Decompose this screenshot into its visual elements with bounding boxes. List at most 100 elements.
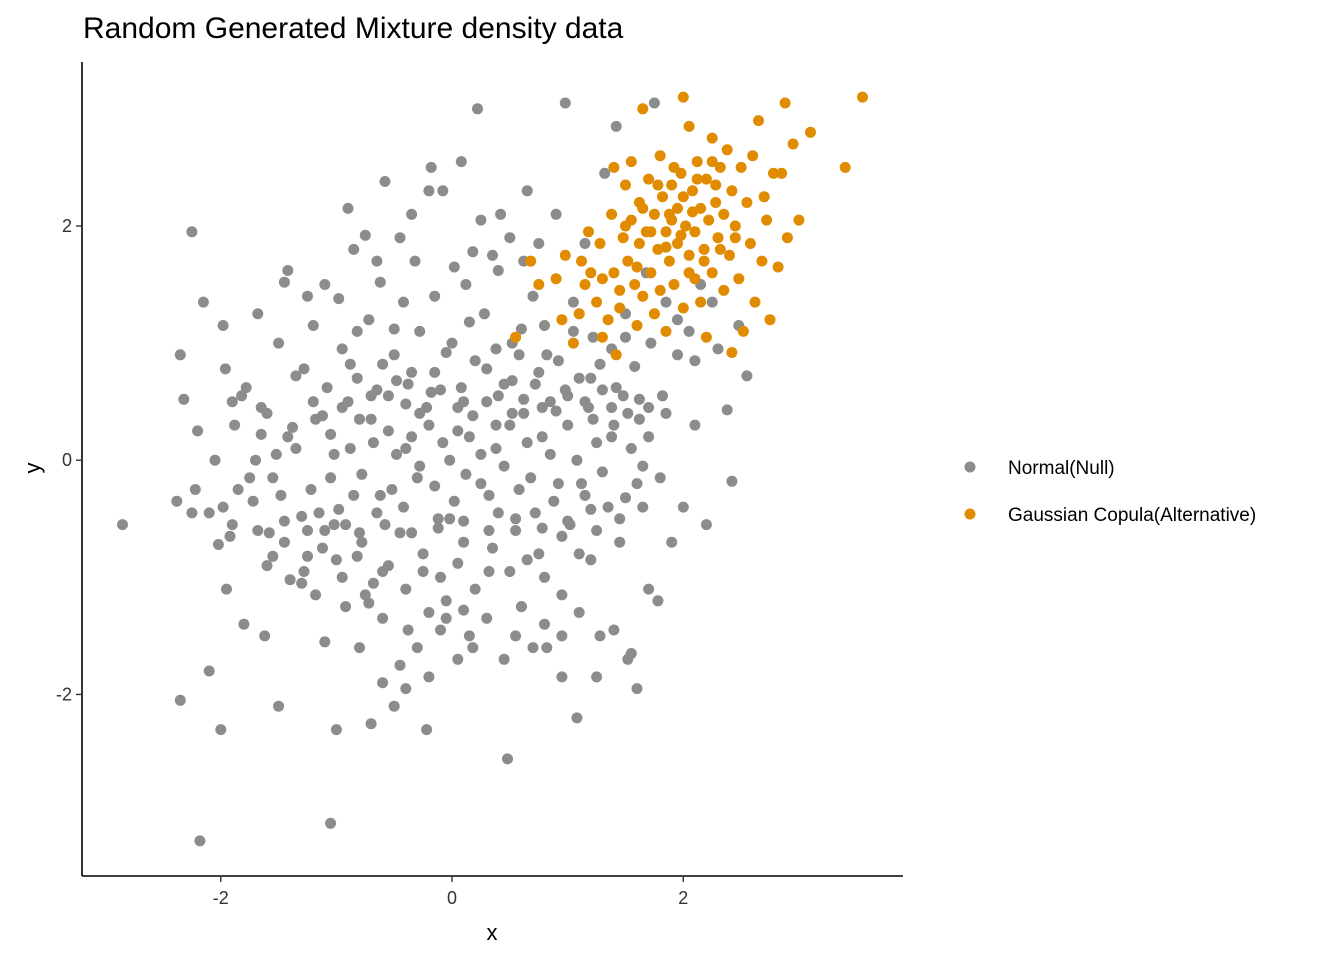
data-point [398, 296, 409, 308]
data-point [660, 325, 672, 337]
data-point [599, 167, 611, 179]
data-point [610, 349, 622, 361]
data-point [608, 419, 620, 431]
data-point [633, 413, 645, 425]
data-point [652, 179, 664, 191]
data-point [460, 468, 472, 480]
legend: Normal(Null) Gaussian Copula(Alternative… [964, 458, 1256, 526]
data-point [513, 484, 525, 495]
data-point [633, 238, 645, 249]
data-point [379, 519, 391, 531]
data-point [677, 91, 689, 103]
data-point [402, 378, 414, 390]
data-point [440, 612, 452, 624]
data-point [576, 478, 587, 490]
data-point [591, 525, 603, 536]
data-point [596, 331, 608, 343]
data-point [296, 577, 308, 589]
data-point [319, 279, 331, 290]
legend-label-normal: Normal(Null) [1008, 458, 1115, 479]
data-point [585, 503, 597, 515]
data-point [737, 325, 749, 337]
data-point [753, 115, 764, 127]
data-point [562, 515, 574, 527]
data-point [660, 226, 672, 238]
data-point [483, 566, 495, 577]
legend-marker-normal [964, 461, 976, 473]
data-point [614, 536, 626, 548]
data-point [610, 382, 622, 394]
data-point [596, 466, 608, 478]
data-point [567, 296, 579, 308]
data-point [657, 390, 668, 402]
data-point [660, 296, 672, 308]
data-point [544, 448, 556, 460]
data-point [525, 472, 537, 484]
data-point [423, 185, 435, 197]
data-point [594, 358, 606, 370]
data-point [680, 220, 692, 232]
data-point [510, 525, 522, 536]
data-point [425, 161, 437, 173]
data-point [302, 550, 313, 562]
data-point [552, 355, 564, 367]
data-point [446, 337, 458, 349]
data-point [700, 331, 712, 343]
data-point [215, 724, 227, 736]
data-point [787, 138, 799, 150]
data-point [460, 279, 472, 290]
data-point [710, 197, 722, 208]
data-point [490, 343, 502, 355]
data-point [174, 349, 186, 361]
data-point [747, 150, 759, 162]
data-point [444, 454, 456, 466]
data-point [328, 448, 340, 460]
data-point [423, 419, 435, 431]
data-point [629, 361, 641, 372]
data-point [620, 179, 631, 191]
data-point [610, 120, 622, 132]
data-point [629, 279, 641, 290]
data-point [394, 659, 406, 671]
data-point [330, 724, 342, 736]
data-point [458, 396, 470, 408]
data-point [677, 501, 689, 513]
data-point [394, 232, 406, 244]
data-point [521, 185, 533, 197]
data-point [377, 612, 389, 624]
data-point [687, 206, 698, 218]
data-point [583, 226, 594, 238]
data-point [726, 475, 738, 487]
data-point [622, 407, 634, 419]
data-point [631, 683, 643, 695]
data-point [487, 249, 498, 261]
data-point [411, 472, 423, 484]
data-point [527, 290, 539, 302]
data-point [351, 325, 363, 337]
data-point [506, 407, 518, 419]
data-point [666, 536, 678, 548]
data-point [625, 648, 637, 659]
data-point [267, 472, 279, 484]
data-point [333, 293, 345, 305]
data-point [660, 407, 672, 419]
data-point [388, 700, 400, 712]
data-point [741, 197, 753, 208]
data-point [411, 642, 423, 654]
data-point [729, 232, 741, 244]
data-point [400, 683, 412, 695]
data-point [336, 343, 348, 355]
data-point [617, 232, 629, 244]
data-point [687, 185, 698, 197]
data-point [536, 431, 548, 443]
data-point [402, 624, 414, 636]
data-point [683, 120, 695, 132]
data-point [602, 501, 614, 513]
data-point [536, 522, 548, 534]
data-point [354, 642, 365, 654]
data-point [756, 255, 768, 267]
data-point [458, 515, 470, 527]
data-point [654, 150, 666, 162]
data-point [683, 267, 695, 279]
